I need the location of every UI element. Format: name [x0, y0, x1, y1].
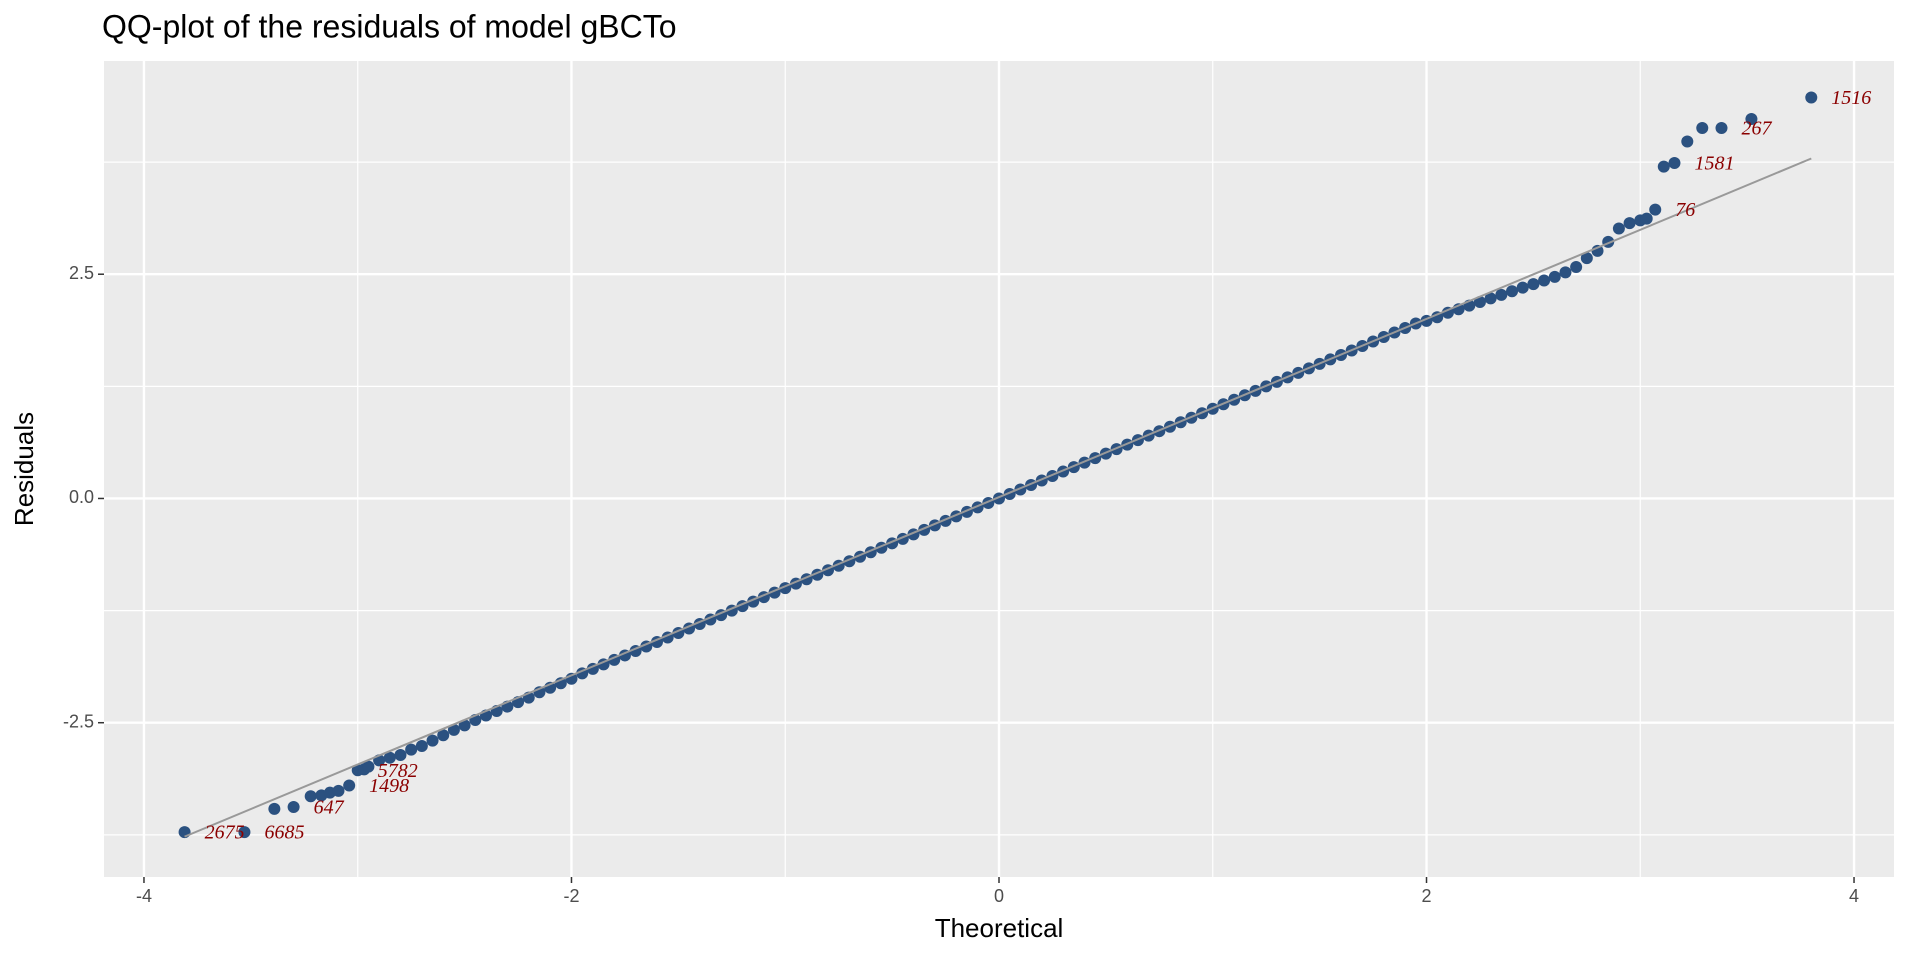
point — [426, 734, 439, 747]
point — [1696, 122, 1709, 135]
x-tick-label: -4 — [136, 886, 152, 906]
point — [1649, 203, 1662, 216]
y-tick-label: 2.5 — [69, 263, 94, 283]
point-label: 267 — [1741, 118, 1772, 140]
point-label: 6685 — [264, 822, 304, 844]
point-label: 76 — [1675, 199, 1695, 221]
point-label: 2675 — [205, 822, 245, 844]
point — [287, 801, 300, 814]
point — [1657, 160, 1670, 173]
point — [1484, 292, 1497, 305]
point — [362, 760, 375, 773]
reference-line — [184, 157, 1812, 838]
point — [1623, 217, 1636, 230]
x-axis-title: Theoretical — [935, 913, 1064, 943]
y-axis-title: Residuals — [9, 412, 39, 526]
point — [383, 751, 396, 764]
point — [1681, 135, 1694, 148]
point — [1495, 288, 1508, 301]
point — [1527, 278, 1540, 291]
point — [1580, 252, 1593, 265]
point — [415, 740, 428, 753]
point — [1640, 212, 1653, 225]
x-tick-label: 0 — [994, 886, 1004, 906]
point — [1570, 261, 1583, 274]
point-label: 1516 — [1831, 87, 1871, 109]
x-tick-label: 2 — [1422, 886, 1432, 906]
point — [268, 802, 281, 815]
x-tick-label: -2 — [563, 886, 579, 906]
point — [437, 729, 450, 742]
point — [405, 743, 418, 756]
point — [238, 826, 251, 839]
y-tick-label: -2.5 — [63, 711, 94, 731]
point — [332, 784, 345, 797]
point — [447, 723, 460, 736]
point — [1516, 281, 1529, 294]
point-label: 647 — [314, 797, 345, 819]
chart-title: QQ-plot of the residuals of model gBCTo — [102, 8, 677, 44]
point — [1506, 285, 1519, 298]
point — [1715, 122, 1728, 135]
point — [304, 790, 317, 803]
point — [1559, 266, 1572, 279]
point — [458, 719, 471, 732]
point — [1538, 274, 1551, 287]
point — [1668, 156, 1681, 169]
point — [1745, 113, 1758, 126]
y-tick-label: 0.0 — [69, 487, 94, 507]
point — [1473, 296, 1486, 309]
point-label: 5782 — [378, 760, 418, 782]
point — [1805, 91, 1818, 104]
point — [343, 779, 356, 792]
point — [1548, 270, 1561, 283]
point-label: 1581 — [1694, 153, 1734, 175]
point-label: 1498 — [369, 775, 409, 797]
point — [394, 749, 407, 762]
point — [1612, 222, 1625, 235]
x-tick-label: 4 — [1849, 886, 1859, 906]
